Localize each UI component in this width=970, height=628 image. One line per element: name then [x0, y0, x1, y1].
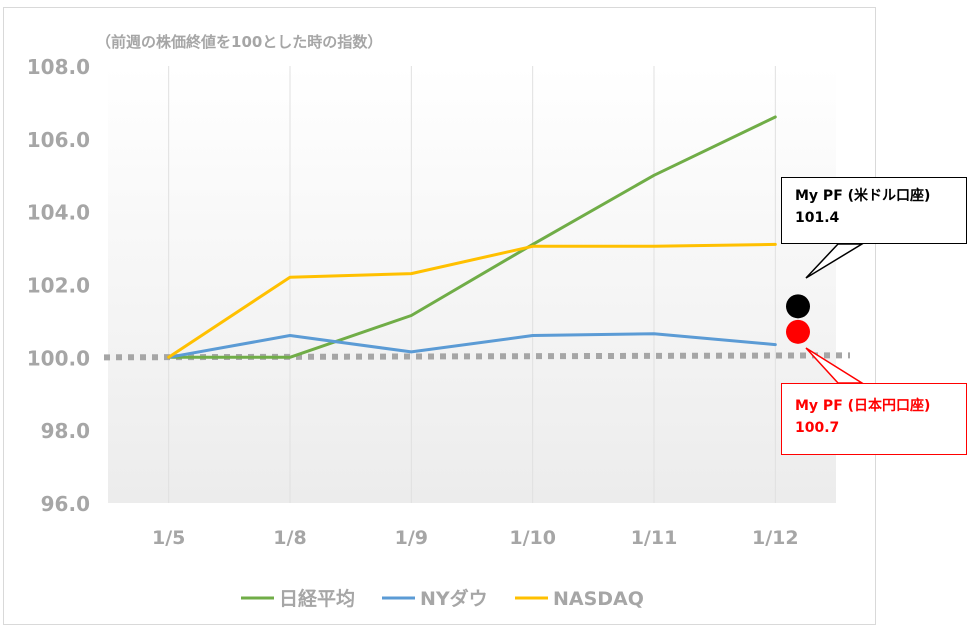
- x-tick-label: 1/10: [509, 527, 556, 549]
- x-tick-label: 1/5: [152, 527, 185, 549]
- y-tick-label: 106.0: [27, 128, 90, 152]
- legend-label: 日経平均: [279, 587, 355, 610]
- series-line-0: [167, 115, 777, 359]
- callout-jpy-value: 100.7: [795, 420, 840, 436]
- callout-usd-account: My PF (米ドル口座) 101.4: [781, 177, 967, 244]
- chart-title: （前週の株価終値を100とした時の指数）: [96, 33, 382, 51]
- x-tick-label: 1/9: [395, 527, 428, 549]
- y-tick-label: 98.0: [41, 419, 90, 443]
- callout-pointer-0: [805, 243, 865, 279]
- y-tick-label: 104.0: [27, 201, 90, 225]
- series-line-2: [167, 242, 777, 359]
- callout-jpy-label: My PF (日本円口座): [795, 398, 931, 414]
- x-tick-label: 1/11: [631, 527, 678, 549]
- y-tick-label: 96.0: [41, 492, 90, 516]
- legend-label: NYダウ: [420, 587, 488, 610]
- portfolio-point-1: [786, 319, 810, 344]
- y-tick-label: 102.0: [27, 274, 90, 298]
- x-tick-label: 1/8: [273, 527, 306, 549]
- callout-jpy-account: My PF (日本円口座) 100.7: [781, 383, 967, 455]
- y-tick-label: 108.0: [27, 55, 90, 79]
- y-tick-label: 100.0: [27, 346, 90, 370]
- callout-usd-label: My PF (米ドル口座): [795, 188, 931, 204]
- portfolio-point-0: [786, 294, 810, 319]
- plot-area: [108, 66, 836, 503]
- callout-usd-value: 101.4: [795, 210, 840, 226]
- x-tick-label: 1/12: [752, 527, 799, 549]
- series-line-1: [167, 332, 777, 359]
- legend-label: NASDAQ: [553, 588, 644, 610]
